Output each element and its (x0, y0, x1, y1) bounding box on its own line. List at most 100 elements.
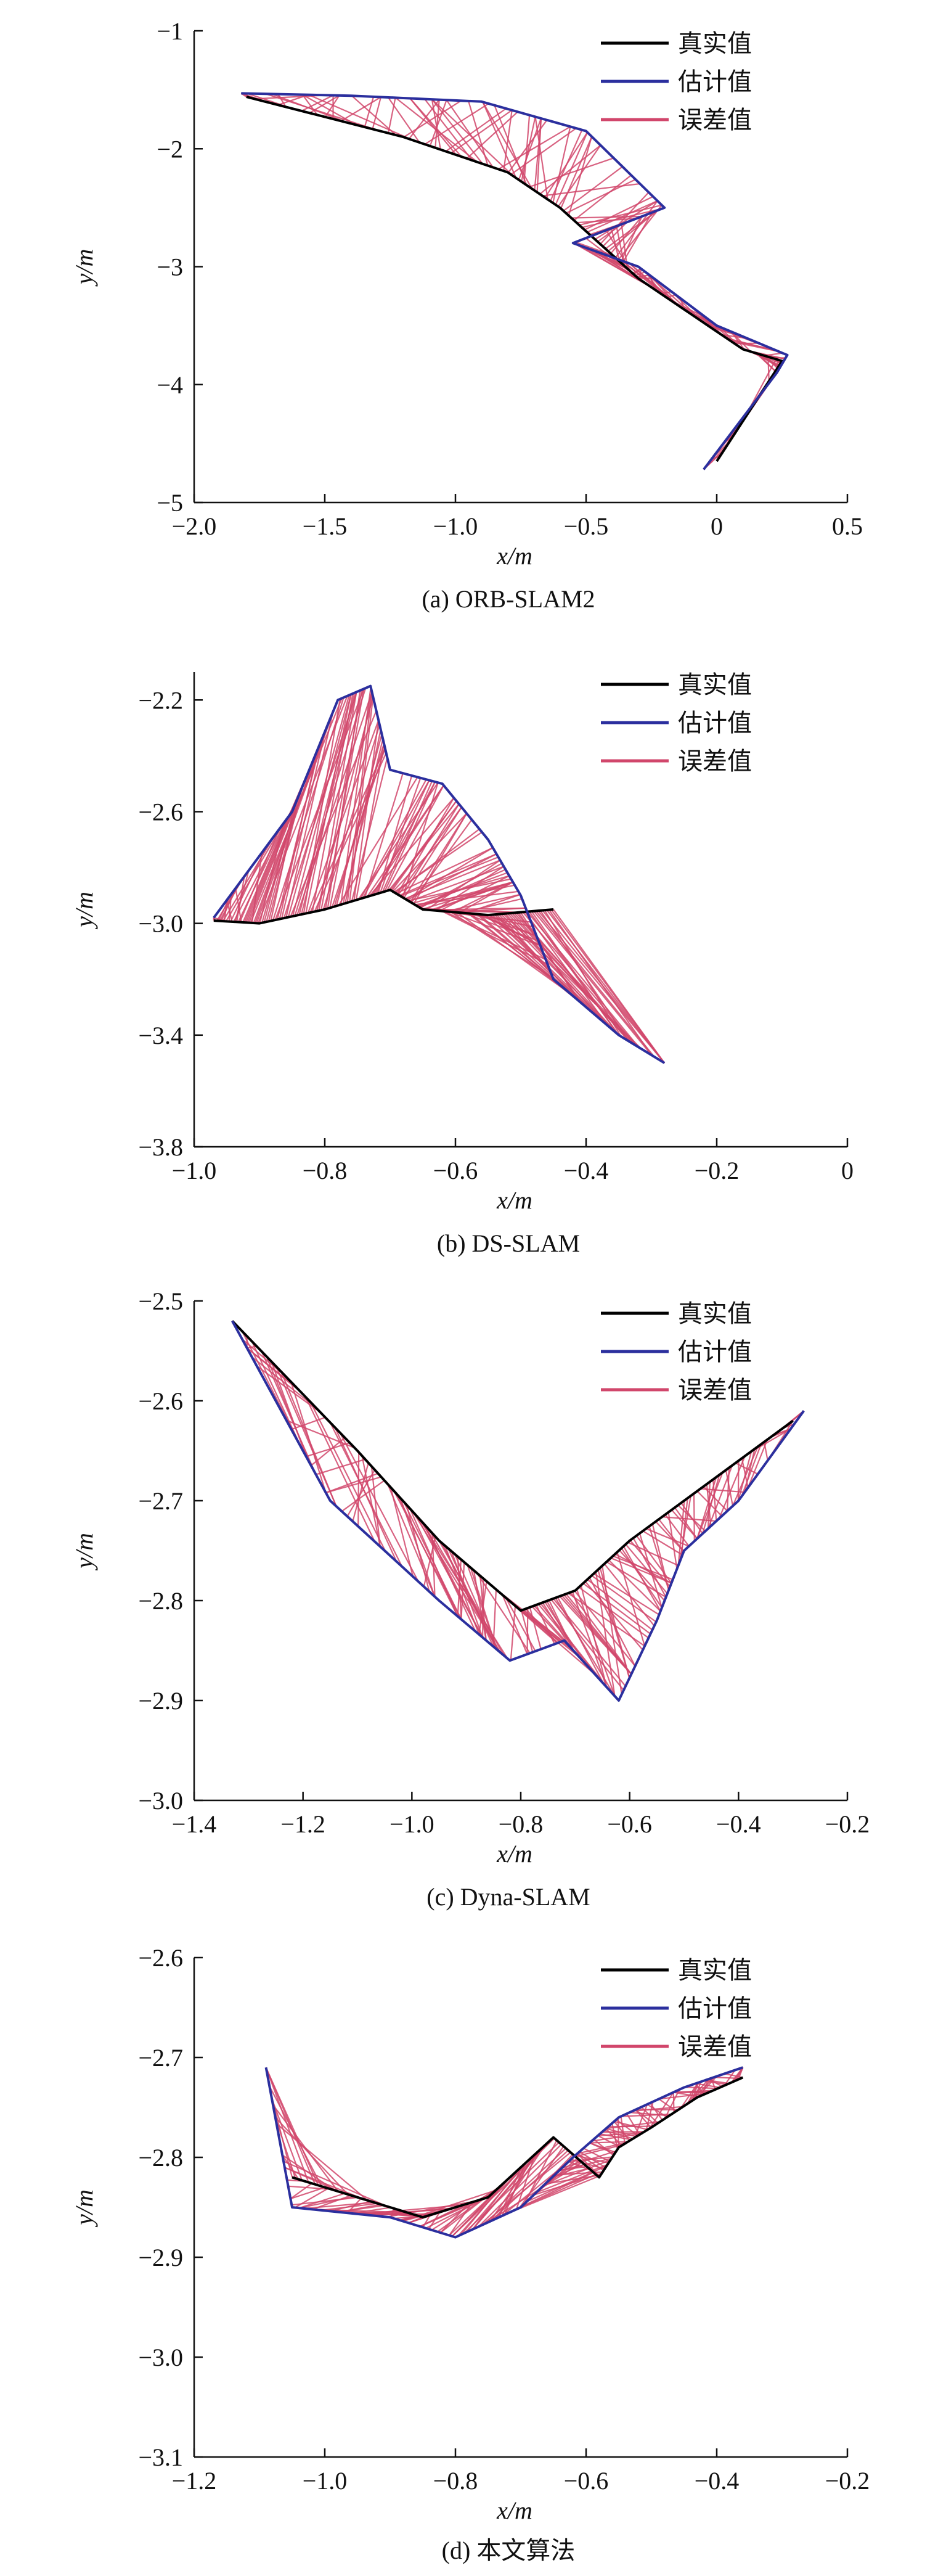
error-line (625, 1543, 668, 1594)
error-line (521, 117, 536, 182)
error-line (355, 743, 385, 900)
error-line (510, 1606, 516, 1660)
error-line (320, 2202, 378, 2211)
error-line (346, 1469, 376, 1517)
error-line (426, 859, 501, 911)
x-tick-label: −1.0 (433, 512, 478, 540)
error-line (748, 358, 777, 411)
error-line (362, 779, 430, 899)
y-tick-label: −2.9 (138, 2244, 183, 2271)
error-line (737, 2067, 744, 2080)
y-axis-label: y/m (70, 1533, 98, 1571)
error-line (235, 888, 242, 923)
error-line (503, 110, 513, 171)
error-line (256, 1365, 321, 1413)
error-line (429, 99, 447, 147)
error-line (272, 697, 345, 921)
error-line (434, 866, 505, 911)
x-axis-label: x/m (496, 1840, 532, 1868)
error-line (557, 144, 601, 207)
y-tick-label: −2.8 (138, 2144, 183, 2172)
error-line (553, 909, 666, 1064)
error-line (346, 692, 373, 903)
error-line (445, 108, 507, 152)
error-line (303, 2202, 375, 2209)
error-line (608, 1559, 661, 1612)
error-line (311, 693, 354, 913)
x-tick-label: −0.8 (499, 1810, 544, 1838)
x-tick-label: −1.2 (172, 2467, 217, 2495)
error-line (536, 2164, 608, 2194)
panel-caption: (d) 本文算法 (442, 2537, 576, 2564)
error-line (502, 1594, 528, 1655)
error-line (431, 1533, 436, 1597)
error-line (316, 1458, 365, 1475)
error-line (340, 96, 381, 122)
error-line (288, 2185, 332, 2190)
error-line (548, 909, 653, 1056)
error-line (457, 911, 572, 995)
error-line (226, 900, 233, 922)
error-line (451, 1551, 484, 1638)
x-tick-label: −2.0 (172, 512, 217, 540)
y-tick-label: −3.0 (138, 1787, 183, 1815)
error-line (482, 101, 517, 179)
error-line (529, 157, 614, 188)
error-line (724, 2073, 743, 2078)
error-line (667, 1512, 678, 1569)
error-line (591, 2133, 642, 2142)
error-line (642, 1530, 683, 1556)
error-line (478, 2144, 562, 2228)
panel-caption: (a) ORB-SLAM2 (422, 585, 595, 613)
legend-label: 真实值 (678, 1956, 752, 1985)
error-line (673, 2091, 699, 2098)
y-tick-label: −3.8 (138, 1133, 183, 1161)
error-line (680, 1502, 704, 1535)
error-line (621, 212, 653, 265)
error-line (494, 105, 528, 186)
y-tick-label: −4 (157, 371, 183, 399)
error-line (386, 2200, 476, 2218)
error-line (394, 97, 478, 163)
y-tick-label: −3.4 (138, 1022, 183, 1049)
ground-truth-line (231, 1320, 794, 1612)
error-line (290, 1381, 327, 1493)
error-line (730, 331, 751, 352)
panel-caption: (b) DS-SLAM (437, 1229, 580, 1257)
panel-caption: (c) Dyna-SLAM (426, 1883, 590, 1911)
error-line (318, 692, 357, 911)
x-tick-label: −0.4 (716, 1810, 761, 1838)
error-line (662, 1516, 717, 1522)
chart-panel-4: −1.2 −1.0 −0.8 −0.6 −0.4 −0.2 −3.1 −3.0 −2.9 −2.8… (70, 1944, 870, 2564)
error-line (645, 1528, 690, 1547)
error-line (552, 126, 571, 203)
error-line (536, 118, 542, 192)
error-line (386, 1483, 436, 1598)
x-tick-label: 0 (841, 1157, 854, 1184)
error-line (492, 1589, 497, 1647)
error-line (639, 268, 642, 280)
x-tick-label: −0.6 (607, 1810, 652, 1838)
error-line (510, 128, 577, 175)
error-line (535, 910, 655, 1057)
error-series (213, 687, 666, 1064)
error-line (275, 2123, 369, 2201)
error-line (601, 1565, 622, 1695)
error-line (533, 911, 653, 1056)
error-line (409, 866, 504, 902)
error-line (389, 1487, 414, 1577)
error-line (454, 1553, 498, 1650)
error-line (396, 797, 455, 895)
error-line (523, 115, 531, 184)
error-line (424, 98, 473, 161)
error-line (279, 748, 319, 919)
error-line (463, 2141, 560, 2234)
error-line (325, 1476, 381, 1494)
error-line (563, 166, 623, 211)
error-line (584, 195, 654, 231)
legend-label: 误差值 (678, 2033, 752, 2061)
error-line (446, 99, 494, 168)
error-line (542, 2159, 611, 2187)
error-line (622, 1546, 661, 1612)
